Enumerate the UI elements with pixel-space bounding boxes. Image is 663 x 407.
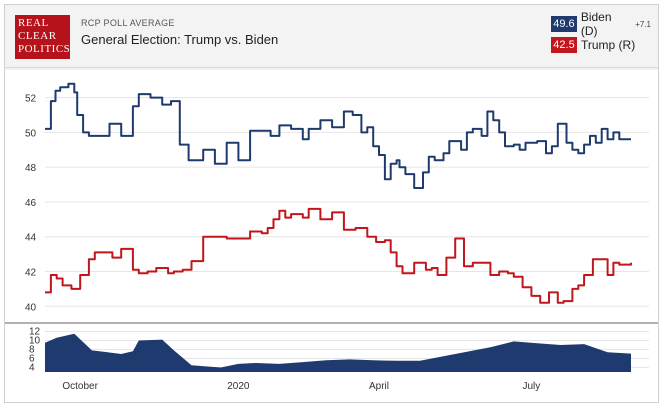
spread-y-tick-label: 12 — [29, 327, 41, 338]
legend-label-trump: Trump (R) — [581, 38, 636, 52]
chart-kicker: RCP POLL AVERAGE — [81, 18, 175, 28]
logo-line-1: REAL — [18, 17, 49, 29]
legend-label-biden: Biden (D) — [580, 10, 612, 38]
legend-item-biden[interactable]: 49.6 Biden (D) +7.1 — [551, 10, 651, 38]
legend-spread: +7.1 — [635, 19, 651, 29]
spread-y-tick-label: 6 — [29, 354, 35, 365]
y-tick-label: 48 — [25, 163, 37, 174]
x-tick-label: 2020 — [227, 381, 250, 392]
chart-frame: REAL CLEAR POLITICS RCP POLL AVERAGE Gen… — [4, 4, 659, 403]
series-line-biden — [45, 82, 631, 189]
spread-y-tick-label: 8 — [29, 345, 35, 356]
legend-value-biden: 49.6 — [551, 16, 577, 32]
y-tick-label: 50 — [25, 128, 37, 139]
legend: 49.6 Biden (D) +7.1 42.5 Trump (R) — [551, 10, 651, 57]
logo-line-2: CLEAR — [18, 30, 57, 42]
x-tick-label: April — [369, 381, 389, 392]
chart-title: General Election: Trump vs. Biden — [81, 32, 279, 47]
spread-y-tick-label: 10 — [29, 336, 41, 347]
x-tick-label: July — [522, 381, 540, 392]
y-tick-label: 40 — [25, 302, 37, 313]
rcp-logo[interactable]: REAL CLEAR POLITICS — [15, 15, 70, 59]
y-tick-label: 46 — [25, 198, 37, 209]
series-line-trump — [45, 207, 632, 304]
spread-area — [45, 333, 631, 372]
x-tick-label: October — [62, 381, 98, 392]
y-tick-label: 52 — [25, 94, 37, 105]
spread-y-tick-label: 4 — [29, 363, 35, 374]
y-tick-label: 44 — [25, 233, 37, 244]
chart-header: REAL CLEAR POLITICS RCP POLL AVERAGE Gen… — [5, 5, 658, 68]
legend-item-trump[interactable]: 42.5 Trump (R) — [551, 36, 651, 54]
logo-line-3: POLITICS — [18, 43, 71, 55]
y-tick-label: 42 — [25, 268, 37, 279]
legend-value-trump: 42.5 — [551, 37, 577, 53]
